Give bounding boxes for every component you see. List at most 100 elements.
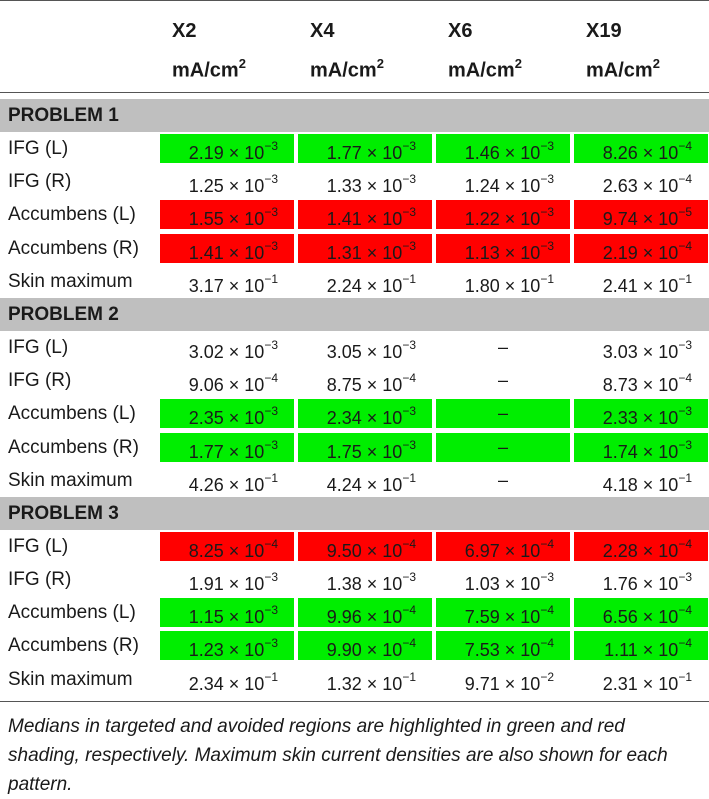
top-rule xyxy=(0,0,709,1)
cell-exponent: −4 xyxy=(678,371,692,386)
cell-exponent: −3 xyxy=(264,437,278,452)
table-cell: 1.74 × 10−3 xyxy=(574,432,708,462)
cell-exponent: −3 xyxy=(264,139,278,153)
cell-mantissa: 1.41 × 10 xyxy=(188,242,265,263)
cell-mantissa: 8.26 × 10 xyxy=(602,143,679,163)
table-cell: – xyxy=(436,432,570,462)
table-row: Accumbens (L) 1.15 × 10−3 9.96 × 10−4 7.59 … xyxy=(0,596,709,629)
table-body: PROBLEM 1 IFG (L) 2.19 × 10−3 1.77 × 10−3 1.… xyxy=(0,99,709,696)
row-label: Accumbens (R) xyxy=(8,237,139,259)
cell-mantissa: – xyxy=(497,370,508,391)
table-cell: 3.17 × 10−1 xyxy=(160,267,294,296)
cell-exponent: −4 xyxy=(402,536,416,551)
cell-exponent: −3 xyxy=(402,238,416,253)
table-cell: 9.90 × 10−4 xyxy=(298,631,432,661)
cell-mantissa: 1.76 × 10 xyxy=(602,574,679,595)
cell-mantissa: 2.33 × 10 xyxy=(602,408,679,429)
table-row: IFG (R) 9.06 × 10−4 8.75 × 10−4–8.73 × 10−… xyxy=(0,364,709,397)
table-cell: 2.34 × 10−3 xyxy=(298,399,432,429)
table-row: Accumbens (R) 1.41 × 10−3 1.31 × 10−3 1.13 … xyxy=(0,232,709,265)
row-label: Accumbens (L) xyxy=(8,602,136,624)
column-header-unit: mA/cm2 xyxy=(172,56,246,82)
cell-mantissa: – xyxy=(497,403,508,424)
table-cell: 2.33 × 10−3 xyxy=(574,399,708,429)
table-cell: 1.13 × 10−3 xyxy=(436,233,570,263)
table-cell: – xyxy=(436,399,570,429)
cell-exponent: −3 xyxy=(264,570,278,585)
cell-mantissa: 2.41 × 10 xyxy=(602,275,679,296)
cell-exponent: −3 xyxy=(402,205,416,220)
table-cell: 7.53 × 10−4 xyxy=(436,631,570,661)
table-cell: 2.19 × 10−4 xyxy=(574,233,708,263)
table-cell: 1.75 × 10−3 xyxy=(298,432,432,462)
table-cell: 3.03 × 10−3 xyxy=(574,333,708,362)
section-header: PROBLEM 1 xyxy=(0,99,709,132)
cell-exponent: −1 xyxy=(264,669,278,684)
cell-mantissa: 9.96 × 10 xyxy=(326,607,403,628)
cell-mantissa: – xyxy=(497,436,508,457)
cell-mantissa: 1.74 × 10 xyxy=(602,441,679,462)
cell-exponent: −3 xyxy=(540,205,554,220)
row-label: IFG (R) xyxy=(8,569,72,591)
table-cell: – xyxy=(436,366,570,395)
cell-mantissa: 2.34 × 10 xyxy=(188,673,265,694)
table-cell: 2.63 × 10−4 xyxy=(574,167,708,196)
table-cell: 1.91 × 10−3 xyxy=(160,565,294,594)
cell-mantissa: 6.56 × 10 xyxy=(602,607,679,628)
row-label: IFG (L) xyxy=(8,138,69,159)
cell-exponent: −3 xyxy=(540,172,554,187)
cell-mantissa: 1.31 × 10 xyxy=(326,242,403,263)
cell-mantissa: 1.46 × 10 xyxy=(464,143,541,163)
table-cell: 2.24 × 10−1 xyxy=(298,267,432,296)
cell-exponent: −4 xyxy=(264,536,278,551)
cell-exponent: −4 xyxy=(402,603,416,618)
table-cell: 1.03 × 10−3 xyxy=(436,565,570,594)
table-cell: 8.26 × 10−4 xyxy=(574,134,708,163)
cell-exponent: −4 xyxy=(402,371,416,386)
table-cell: 1.24 × 10−3 xyxy=(436,167,570,196)
section-header: PROBLEM 2 xyxy=(0,297,709,331)
cell-mantissa: – xyxy=(497,336,508,357)
table-row: Accumbens (L) 1.55 × 10−3 1.41 × 10−3 1.22 … xyxy=(0,198,709,231)
cell-mantissa: 1.80 × 10 xyxy=(464,275,541,296)
cell-mantissa: 1.77 × 10 xyxy=(326,143,403,163)
table-cell: 1.77 × 10−3 xyxy=(160,432,294,462)
table-row: IFG (L) 8.25 × 10−4 9.50 × 10−4 6.97 × 10−4… xyxy=(0,530,709,563)
cell-mantissa: 2.28 × 10 xyxy=(602,540,679,561)
table-cell: 1.77 × 10−3 xyxy=(298,134,432,163)
table-cell: 6.97 × 10−4 xyxy=(436,531,570,561)
table-row: Skin maximum 3.17 × 10−1 2.24 × 10−1 1.80 ×… xyxy=(0,265,709,298)
cell-exponent: −3 xyxy=(264,636,278,651)
cell-exponent: −3 xyxy=(678,337,692,352)
table-row: Accumbens (L) 2.35 × 10−3 2.34 × 10−3–2.33… xyxy=(0,397,709,430)
table-cell: 2.28 × 10−4 xyxy=(574,531,708,561)
cell-exponent: −4 xyxy=(540,603,554,618)
table-cell: 2.19 × 10−3 xyxy=(160,134,294,163)
cell-mantissa: 1.11 × 10 xyxy=(604,640,679,661)
column-header-x19: X19 mA/cm2 xyxy=(586,14,660,88)
cell-mantissa: 2.19 × 10 xyxy=(602,242,679,263)
cell-exponent: −4 xyxy=(540,636,554,651)
row-label: Skin maximum xyxy=(8,469,133,491)
cell-mantissa: 1.55 × 10 xyxy=(188,209,265,230)
cell-mantissa: 8.25 × 10 xyxy=(188,540,265,561)
cell-mantissa: 2.34 × 10 xyxy=(326,408,403,429)
cell-exponent: −3 xyxy=(264,404,278,419)
cell-mantissa: 7.53 × 10 xyxy=(464,640,541,661)
table-cell: 1.22 × 10−3 xyxy=(436,200,570,230)
table-cell: 2.31 × 10−1 xyxy=(574,665,708,694)
table-footnote: Medians in targeted and avoided regions … xyxy=(8,716,668,795)
cell-mantissa: 1.24 × 10 xyxy=(464,176,541,197)
cell-mantissa: 9.71 × 10 xyxy=(464,673,541,694)
table-cell: 1.25 × 10−3 xyxy=(160,167,294,196)
cell-exponent: −1 xyxy=(678,470,692,485)
table-row: Skin maximum 4.26 × 10−1 4.24 × 10−1–4.18 … xyxy=(0,464,709,497)
cell-mantissa: 2.31 × 10 xyxy=(602,673,679,694)
row-label: Skin maximum xyxy=(8,668,133,690)
cell-exponent: −1 xyxy=(402,470,416,485)
cell-exponent: −4 xyxy=(678,636,692,651)
column-header-unit: mA/cm2 xyxy=(310,56,384,82)
table-cell: 1.76 × 10−3 xyxy=(574,565,708,594)
table-cell: 8.25 × 10−4 xyxy=(160,531,294,561)
